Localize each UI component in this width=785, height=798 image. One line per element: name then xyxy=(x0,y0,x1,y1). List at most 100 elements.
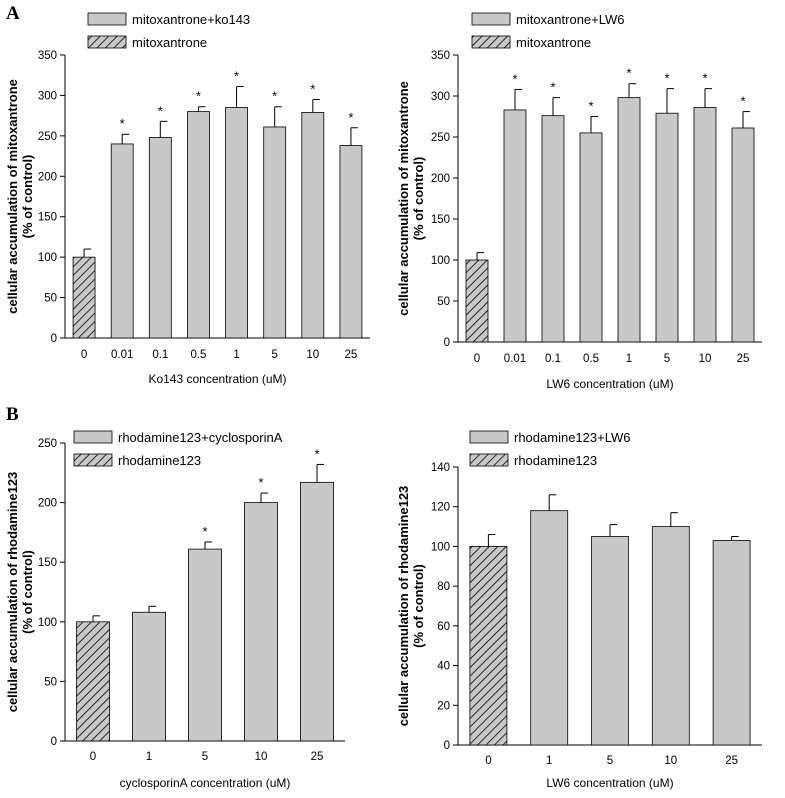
chart4-ytick-label: 100 xyxy=(431,541,450,553)
chart1-significance-label: * xyxy=(348,110,353,125)
chart1-category-label: 25 xyxy=(345,349,358,361)
chart1-ytick-label: 100 xyxy=(38,252,57,264)
chart3-legend-label: rhodamine123 xyxy=(118,453,201,468)
chart2-bar xyxy=(617,97,641,343)
chart4: 0 20 40 60 80 100 120 140 0 1 5 10 25 LW6 concentrati… xyxy=(396,430,762,790)
chart3-significance-label: * xyxy=(258,475,263,490)
chart4-bar xyxy=(651,526,690,746)
chart2: 0 50 100 150 200 250 300 350 0 * 0.01 * 0.1 * 0.5 * 1 * 5 *… xyxy=(396,12,762,391)
chart2-bar xyxy=(541,115,565,343)
chart2-legend-label: mitoxantrone+LW6 xyxy=(516,12,625,27)
chart2-ytick-label: 250 xyxy=(431,132,450,144)
chart3-significance-label: * xyxy=(314,446,319,461)
chart1-bar xyxy=(339,145,363,339)
chart3-category-label: 10 xyxy=(255,751,268,763)
panel-label-a: A xyxy=(6,3,20,24)
chart3-ytick-label: 100 xyxy=(38,617,57,629)
chart3-ytick-label: 200 xyxy=(38,498,57,510)
chart1-ytick-label: 200 xyxy=(38,171,57,183)
chart3-bar xyxy=(76,621,110,742)
chart4-bar xyxy=(712,540,751,746)
chart3-x-axis-label: cyclosporinA concentration (uM) xyxy=(120,776,291,790)
chart3-category-label: 5 xyxy=(202,751,208,763)
chart1-bar xyxy=(225,107,248,339)
chart2-category-label: 10 xyxy=(699,353,712,365)
chart2-category-label: 0 xyxy=(474,353,480,365)
chart1-legend-label: mitoxantrone xyxy=(132,35,207,50)
chart2-significance-label: * xyxy=(702,71,707,86)
chart1-bar xyxy=(187,111,210,339)
chart2-legend-swatch xyxy=(471,35,511,49)
chart1-ytick-label: 50 xyxy=(44,293,57,305)
chart4-ytick-label: 0 xyxy=(444,740,450,752)
chart2-bar xyxy=(655,112,679,343)
chart1-bar xyxy=(110,143,134,339)
chart3-ytick-label: 50 xyxy=(44,676,57,688)
chart2-category-label: 0.01 xyxy=(504,353,526,365)
chart2-x-axis-label: LW6 concentration (uM) xyxy=(546,377,673,391)
chart2-ytick-label: 100 xyxy=(431,255,450,267)
chart3-significance-label: * xyxy=(202,524,207,539)
chart3-y-axis-label: (% of control) xyxy=(20,550,35,634)
chart1-significance-label: * xyxy=(120,116,125,131)
chart2-category-label: 25 xyxy=(737,353,750,365)
chart4-y-axis-label: cellular accumulation of rhodamine123 xyxy=(396,486,411,727)
chart2-ytick-label: 0 xyxy=(444,337,450,349)
chart4-category-label: 10 xyxy=(664,755,677,767)
chart1-category-label: 1 xyxy=(233,349,239,361)
chart4-category-label: 5 xyxy=(607,755,613,767)
chart3-ytick-label: 0 xyxy=(51,736,57,748)
chart1-x-axis-label: Ko143 concentration (uM) xyxy=(148,372,286,386)
chart3-bar xyxy=(300,481,334,742)
chart1-legend-label: mitoxantrone+ko143 xyxy=(132,12,250,27)
chart4-y-axis-label: (% of control) xyxy=(411,564,426,648)
chart1-category-label: 0.1 xyxy=(152,349,168,361)
chart3-y-axis-label: cellular accumulation of rhodamine123 xyxy=(5,472,20,713)
chart2-y-axis-label: cellular accumulation of mitoxantrone xyxy=(396,81,411,316)
chart3-category-label: 1 xyxy=(146,751,152,763)
chart2-significance-label: * xyxy=(626,66,631,81)
chart2-significance-label: * xyxy=(512,71,517,86)
chart3: 0 50 100 150 200 250 0 1 * 5 * 10 * 25 cyclosporinA co… xyxy=(5,430,345,790)
chart4-ytick-label: 140 xyxy=(431,462,450,474)
chart1-category-label: 0 xyxy=(81,349,87,361)
chart2-ytick-label: 50 xyxy=(437,296,450,308)
chart2-category-label: 5 xyxy=(664,353,670,365)
chart3-legend-swatch xyxy=(73,430,113,444)
chart1-significance-label: * xyxy=(272,89,277,104)
chart2-significance-label: * xyxy=(740,94,745,109)
chart4-bar xyxy=(591,536,629,746)
chart4-legend-swatch xyxy=(469,430,509,444)
chart4-category-label: 25 xyxy=(725,755,738,767)
chart4-ytick-label: 120 xyxy=(431,502,450,514)
chart4-category-label: 0 xyxy=(485,755,491,767)
chart2-bar xyxy=(465,259,489,343)
charts-container: 0501001502002503003500*0.01*0.1*0.5*1*5*… xyxy=(5,12,762,790)
chart1-legend-swatch xyxy=(87,35,127,49)
chart3-ytick-label: 250 xyxy=(38,438,57,450)
chart2-ytick-label: 150 xyxy=(431,214,450,226)
chart2-significance-label: * xyxy=(664,71,669,86)
chart2-significance-label: * xyxy=(588,99,593,114)
chart2-significance-label: * xyxy=(550,80,555,95)
chart2-category-label: 1 xyxy=(626,353,632,365)
chart1-y-axis-label: cellular accumulation of mitoxantrone xyxy=(5,79,20,314)
chart3-bar xyxy=(132,611,166,742)
chart1-legend-swatch xyxy=(87,12,127,26)
chart1-bar xyxy=(301,112,325,339)
chart4-bar xyxy=(469,546,508,746)
chart1-category-label: 5 xyxy=(271,349,277,361)
chart1: 0 50 100 150 200 250 300 350 0 * 0.01 * 0.1 * 0.5 * 1 * 5 *… xyxy=(5,12,370,386)
chart1-category-label: 0.01 xyxy=(111,349,133,361)
chart1-bar xyxy=(263,126,287,339)
chart2-bar xyxy=(503,109,527,343)
chart4-x-axis-label: LW6 concentration (uM) xyxy=(546,776,673,790)
chart1-significance-label: * xyxy=(310,81,315,96)
chart3-legend-swatch xyxy=(73,453,113,467)
chart1-ytick-label: 350 xyxy=(38,50,57,62)
chart2-ytick-label: 300 xyxy=(431,91,450,103)
panel-label-b: B xyxy=(6,404,19,425)
chart1-significance-label: * xyxy=(234,69,239,84)
chart2-y-axis-label: (% of control) xyxy=(411,157,426,241)
